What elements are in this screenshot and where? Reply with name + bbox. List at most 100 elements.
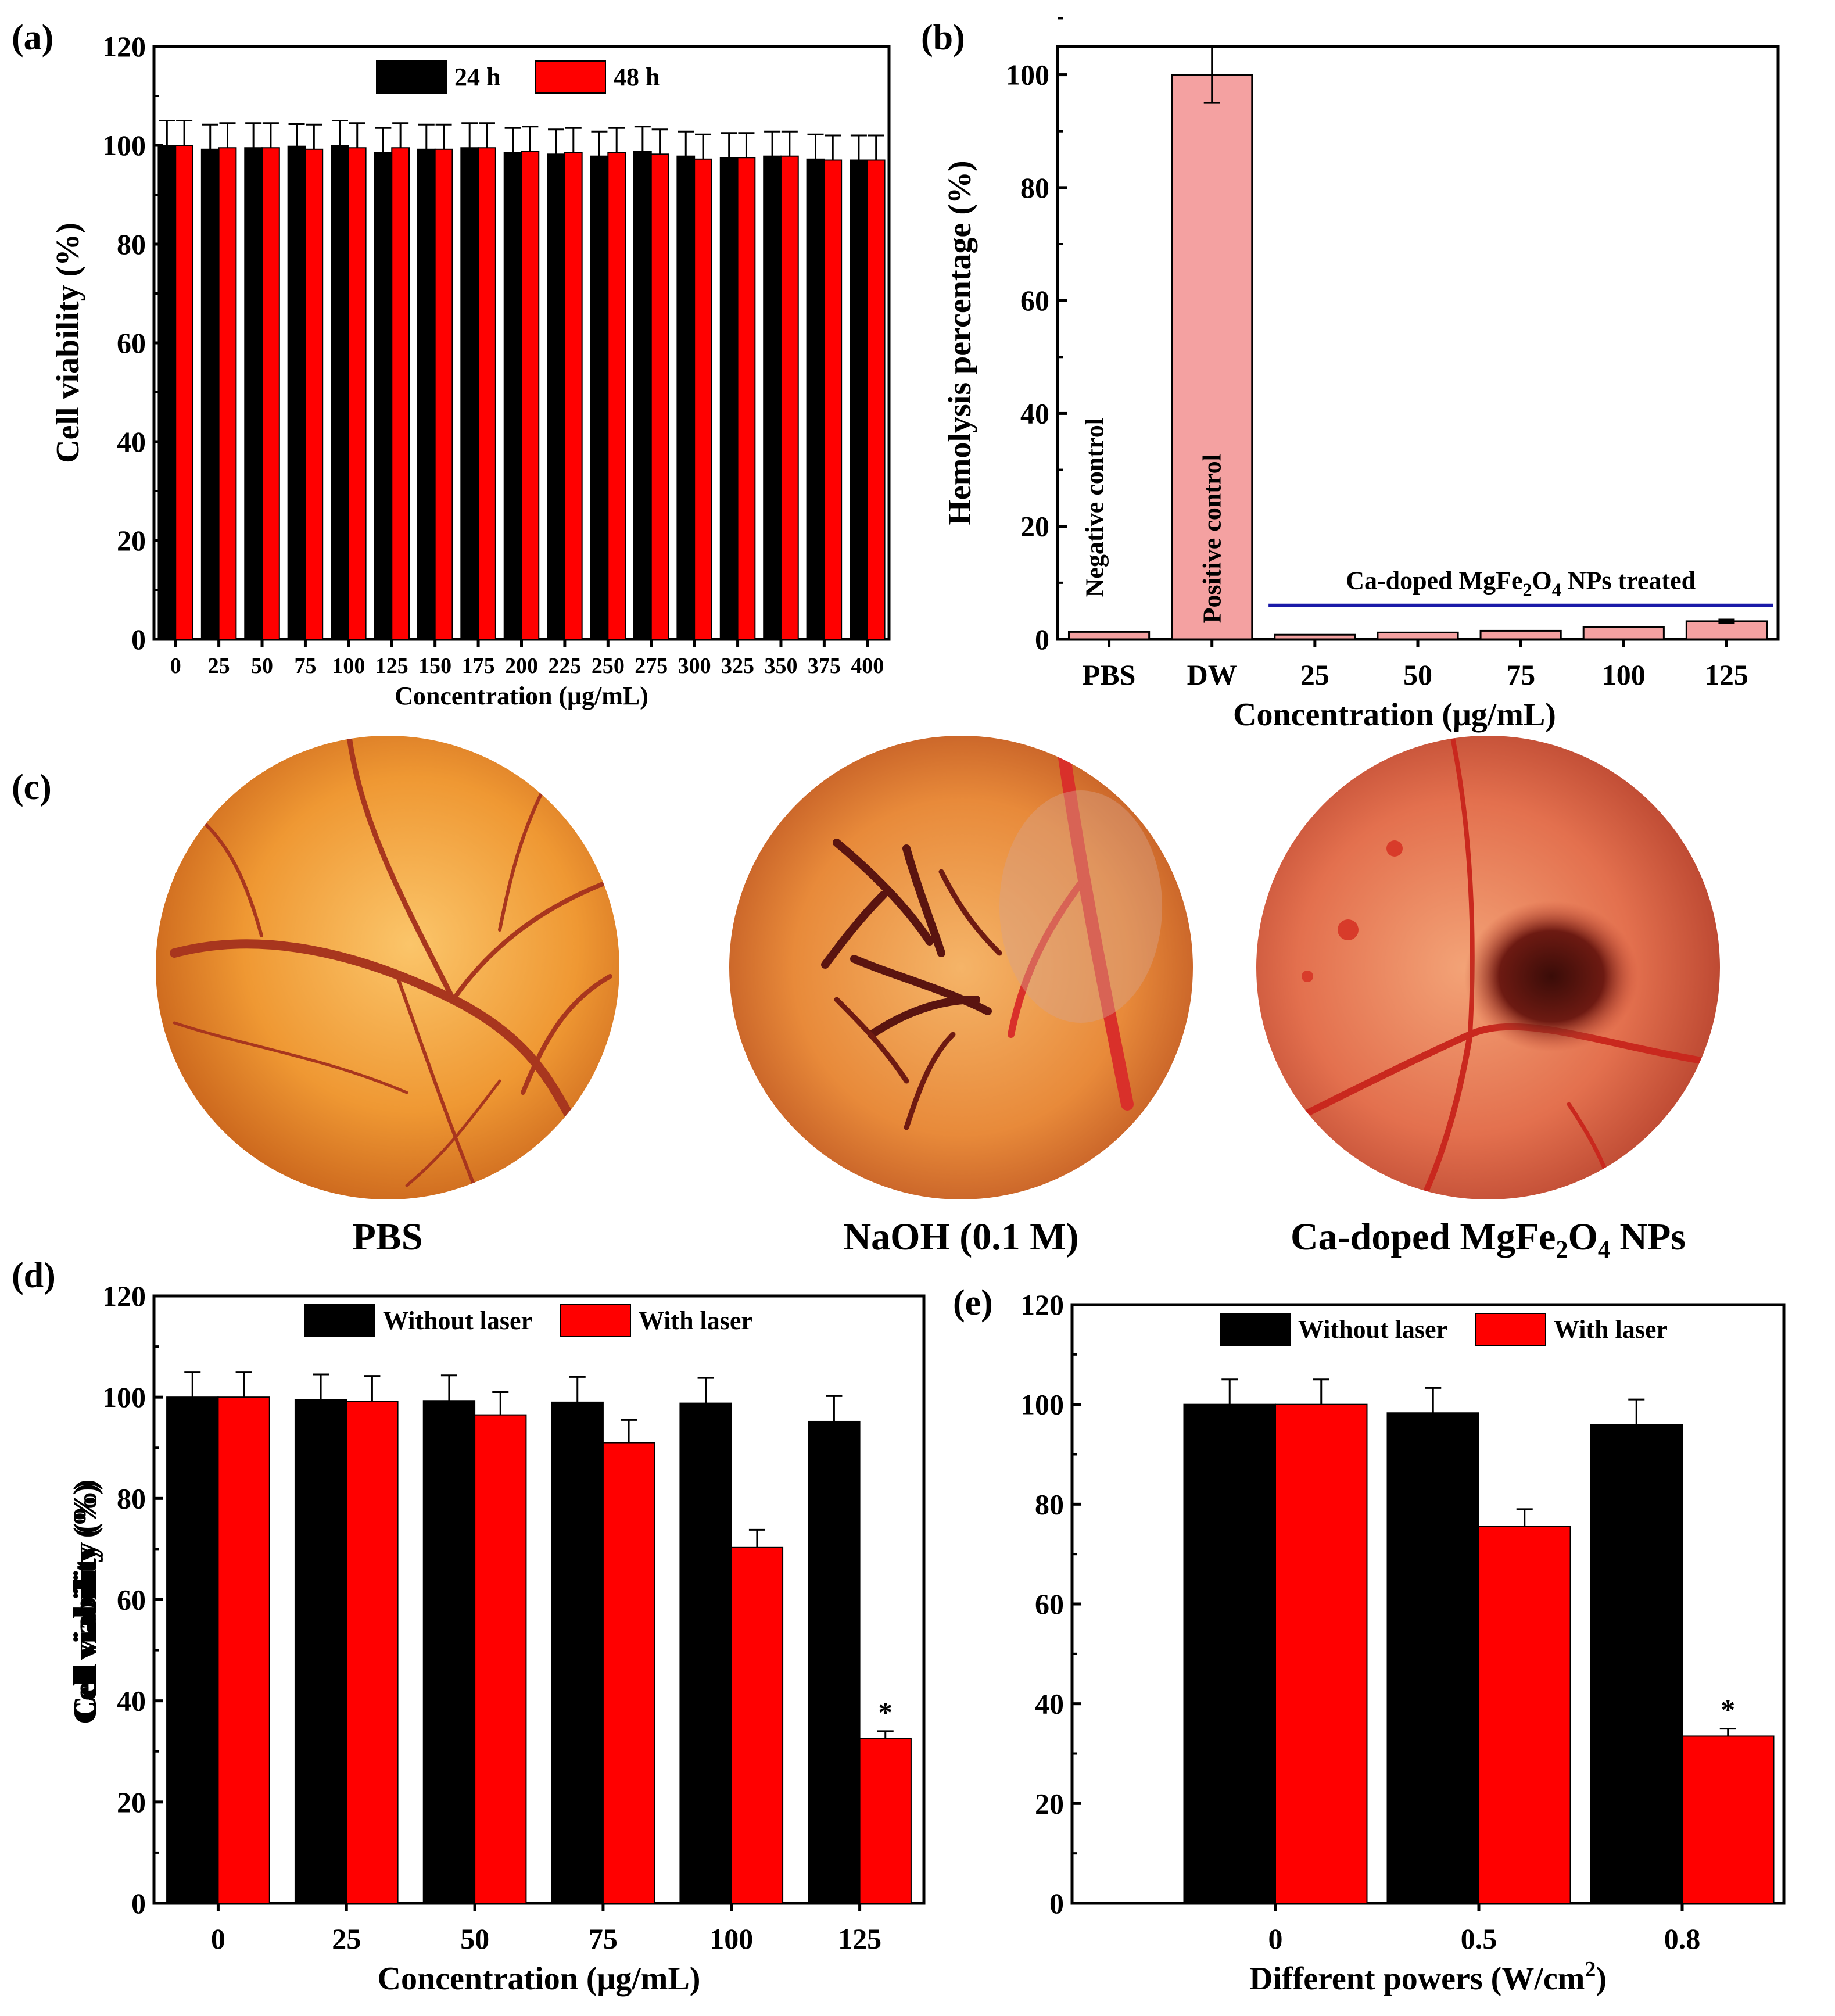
legend-label-1: With laser [1554, 1315, 1668, 1344]
x-tick-label: 175 [462, 654, 495, 678]
chart-d-viability-laser-concentration: 0 20 40 60 80 100 120 0 25 50 75 100 125 Without lase… [67, 1280, 926, 1997]
y-tick-label: 120 [102, 1280, 146, 1312]
bar-24-h-175 [460, 147, 479, 640]
bar-24-h-100 [331, 145, 349, 640]
x-axis-title: Different powers (W/cm2) [1249, 1957, 1607, 1997]
legend-label-1: 48 h [614, 63, 660, 91]
annotation-negative-control: Negative control [1081, 418, 1109, 597]
bar-24-h-400 [850, 159, 868, 640]
x-tick-label: 125 [838, 1922, 881, 1955]
y-tick-label: 60 [117, 327, 146, 359]
legend-swatch-1 [535, 60, 606, 94]
panel-label-a: (a) [12, 18, 53, 58]
bar-with-laser-100 [730, 1546, 784, 1904]
x-tick-label: 75 [589, 1922, 618, 1955]
y-tick-label: 20 [117, 524, 146, 557]
y-tick-label: 60 [117, 1584, 146, 1616]
bar-48-h-350 [780, 155, 799, 640]
bar-48-h-175 [478, 147, 496, 640]
cam-image-ca-doped [1255, 735, 1721, 1201]
bar-without-laser-75 [551, 1401, 604, 1904]
bar-hemolysis-25 [1274, 633, 1356, 640]
x-tick-label: 50 [1403, 658, 1432, 691]
bar-48-h-250 [607, 152, 626, 640]
bar-48-h-150 [434, 148, 453, 640]
y-tick-label: 120 [1020, 1288, 1064, 1321]
bar-without-laser-0 [1183, 1403, 1276, 1904]
bar-hemolysis-50 [1377, 631, 1459, 640]
legend-swatch-1 [560, 1304, 631, 1337]
x-tick-label: 350 [764, 654, 797, 678]
significance-mark: * [878, 1696, 893, 1728]
panel-label-b: (b) [921, 18, 965, 58]
bar-48-h-200 [521, 151, 540, 640]
bar-with-laser-0.8 [1682, 1735, 1775, 1904]
x-tick-label: 25 [1300, 658, 1329, 691]
bar-hemolysis-PBS [1067, 631, 1151, 640]
cam-image-naoh [728, 735, 1194, 1201]
bar-24-h-200 [503, 152, 522, 640]
bar-without-laser-25 [294, 1399, 347, 1904]
bar-24-h-300 [676, 155, 696, 640]
x-tick-label: 225 [548, 654, 581, 678]
x-tick-label: 325 [721, 654, 754, 678]
bar-with-laser-75 [602, 1442, 655, 1904]
chart-e-viability-laser-power: 0 20 40 60 80 100 120 0 0.5 0.8 Without laser With … [67, 1288, 1786, 1997]
chart-b-hemolysis: 0 20 40 60 80 100 PBS DW 25 50 75 100 125 Negative co… [942, 17, 1780, 733]
x-tick-label: 400 [851, 654, 884, 678]
y-tick-label: 40 [117, 425, 146, 458]
bar-24-h-375 [806, 158, 825, 640]
bar-24-h-125 [374, 152, 393, 640]
bar-48-h-125 [391, 147, 410, 640]
bar-with-laser-0 [217, 1396, 270, 1904]
bar-48-h-25 [218, 147, 237, 640]
bar-24-h-75 [287, 145, 306, 640]
x-tick-label: 0 [170, 654, 181, 678]
bar-48-h-0 [175, 145, 193, 640]
bar-24-h-350 [763, 155, 782, 640]
x-tick-label: 25 [332, 1922, 361, 1955]
bar-24-h-275 [633, 151, 652, 640]
bar-with-laser-0 [1275, 1403, 1368, 1904]
x-tick-label: 0 [1268, 1922, 1283, 1955]
bar-24-h-25 [200, 148, 220, 640]
x-tick-label: 125 [1705, 658, 1748, 691]
y-tick-label: 40 [1020, 397, 1049, 429]
bar-48-h-75 [304, 148, 324, 640]
bar-24-h-50 [244, 147, 263, 640]
x-tick-label: 75 [1506, 658, 1535, 691]
chart-a-cell-viability-24-48h: 0 20 40 60 80 100 120 0 25 50 75 100 125 150 175 200 225… [50, 30, 891, 710]
y-tick-label: 80 [1020, 171, 1049, 204]
legend-swatch-0 [304, 1304, 375, 1337]
x-tick-label: 150 [418, 654, 451, 678]
bar-without-laser-0.8 [1590, 1424, 1683, 1904]
x-tick-label: PBS [1083, 658, 1136, 691]
x-tick-label: 0.8 [1664, 1922, 1701, 1955]
significance-mark: * [1721, 1693, 1735, 1726]
bar-without-laser-125 [808, 1420, 861, 1904]
x-tick-label: 25 [208, 654, 230, 678]
panel-label-e: (e) [953, 1283, 993, 1323]
plot-frame [1056, 45, 1780, 641]
bar-48-h-100 [347, 147, 367, 640]
x-tick-label: 50 [460, 1922, 489, 1955]
y-axis-title: Cell viability (%) [67, 1480, 103, 1720]
x-tick-label: 100 [332, 654, 365, 678]
y-tick-label: 20 [117, 1786, 146, 1818]
panel-label-d: (d) [12, 1256, 56, 1295]
bar-48-h-275 [650, 153, 669, 640]
bar-24-h-250 [590, 155, 609, 640]
legend-label-0: Without laser [383, 1306, 532, 1335]
bar-48-h-325 [737, 157, 756, 640]
x-tick-label: 200 [505, 654, 538, 678]
x-tick-label: DW [1187, 658, 1237, 691]
x-axis-title: Concentration (μg/mL) [1233, 697, 1556, 733]
x-tick-label: 125 [375, 654, 408, 678]
y-tick-label: 20 [1020, 510, 1049, 543]
annotation-treated: Ca-doped MgFe2O4 NPs treated [1346, 567, 1696, 600]
legend-swatch-0 [376, 60, 447, 94]
legend-swatch-0 [1220, 1313, 1291, 1346]
bar-48-h-400 [866, 159, 886, 640]
y-tick-label: 80 [117, 228, 146, 260]
y-tick-label: 60 [1020, 284, 1049, 317]
